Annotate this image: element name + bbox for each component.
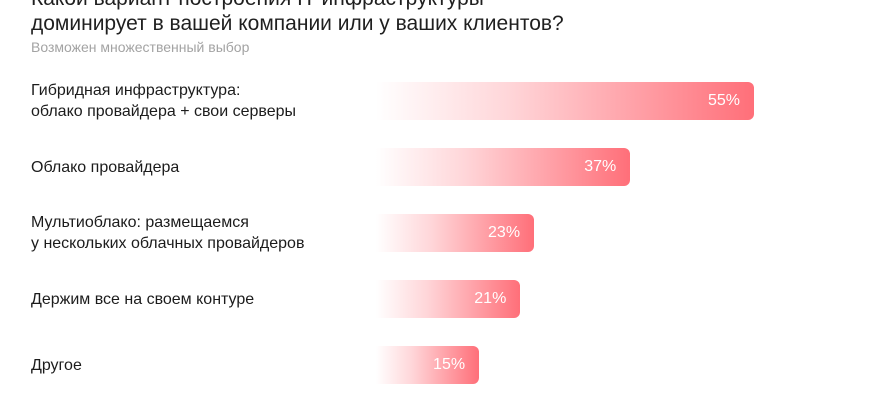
bar	[376, 214, 535, 252]
bar	[376, 346, 480, 384]
category-label: Гибридная инфраструктура: облако провайд…	[31, 82, 296, 120]
bar	[376, 148, 631, 186]
chart-title: Какой вариант построения IT-инфраструкту…	[31, 0, 564, 35]
value-label: 23%	[488, 224, 521, 241]
value-label: 21%	[474, 290, 507, 307]
category-label: Другое	[31, 356, 82, 374]
category-label: Облако провайдера	[31, 158, 180, 176]
value-label: 37%	[584, 158, 617, 175]
value-label: 15%	[433, 356, 466, 373]
bar	[376, 82, 754, 120]
chart-subtitle: Возможен множественный выбор	[31, 39, 250, 55]
value-label: 55%	[707, 92, 740, 109]
bar	[376, 280, 521, 318]
category-label: Держим все на своем контуре	[31, 290, 255, 308]
category-label: Мультиоблако: размещаемся у нескольких о…	[31, 214, 305, 252]
